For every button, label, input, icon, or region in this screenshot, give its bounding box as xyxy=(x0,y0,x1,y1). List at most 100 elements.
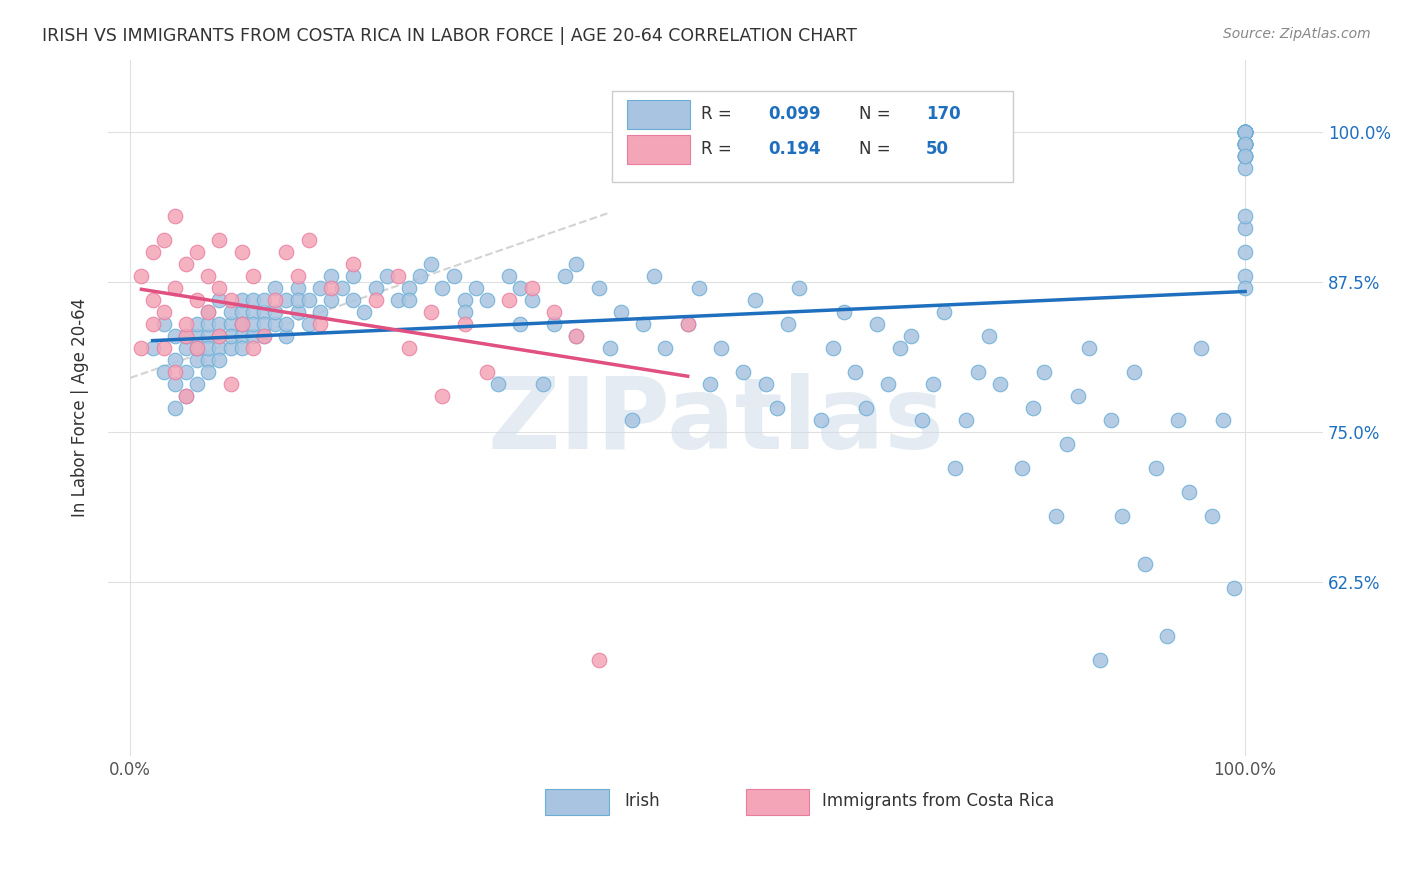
Point xyxy=(242,293,264,307)
Point xyxy=(231,305,253,319)
Point xyxy=(1234,149,1257,163)
Point xyxy=(1201,508,1223,523)
Point xyxy=(231,317,253,331)
Point xyxy=(152,365,174,379)
Point xyxy=(253,328,276,343)
Point xyxy=(1234,125,1257,139)
Point xyxy=(219,305,242,319)
Point xyxy=(152,233,174,247)
Point xyxy=(231,293,253,307)
Point xyxy=(889,341,911,355)
Point xyxy=(844,365,866,379)
Point xyxy=(375,268,398,283)
Point xyxy=(454,293,477,307)
Point xyxy=(163,209,186,223)
Y-axis label: In Labor Force | Age 20-64: In Labor Force | Age 20-64 xyxy=(72,298,89,517)
Point xyxy=(231,341,253,355)
Text: R =: R = xyxy=(702,105,737,123)
Point xyxy=(174,389,197,403)
Point xyxy=(509,317,531,331)
Point xyxy=(186,352,208,367)
Point xyxy=(163,352,186,367)
Point xyxy=(208,293,231,307)
Point xyxy=(420,257,443,271)
Point xyxy=(1234,125,1257,139)
Point xyxy=(498,268,520,283)
Point xyxy=(744,293,766,307)
Point xyxy=(219,293,242,307)
Point xyxy=(977,328,1000,343)
Point xyxy=(163,328,186,343)
Point xyxy=(330,281,353,295)
Point xyxy=(197,341,219,355)
Point xyxy=(1234,136,1257,151)
Point xyxy=(231,317,253,331)
Point xyxy=(387,293,409,307)
Point xyxy=(988,376,1011,391)
Point xyxy=(654,341,676,355)
Point xyxy=(319,268,342,283)
Point xyxy=(1033,365,1056,379)
Point xyxy=(197,352,219,367)
Point xyxy=(1223,581,1246,595)
Point xyxy=(163,281,186,295)
Point xyxy=(152,305,174,319)
Point xyxy=(208,352,231,367)
Point xyxy=(163,376,186,391)
Point xyxy=(911,413,934,427)
Point xyxy=(219,341,242,355)
Point xyxy=(142,317,165,331)
Point xyxy=(1022,401,1045,415)
Point xyxy=(1212,413,1234,427)
Point xyxy=(342,293,364,307)
Point xyxy=(1234,136,1257,151)
Point xyxy=(276,293,298,307)
Point xyxy=(486,376,509,391)
Point xyxy=(1234,125,1257,139)
Point xyxy=(766,401,789,415)
Point xyxy=(821,341,844,355)
Point xyxy=(688,281,710,295)
Point xyxy=(454,305,477,319)
Point xyxy=(520,281,543,295)
Point xyxy=(620,413,643,427)
FancyBboxPatch shape xyxy=(627,135,690,164)
Point xyxy=(699,376,721,391)
Point xyxy=(787,281,810,295)
Point xyxy=(1234,149,1257,163)
Text: N =: N = xyxy=(859,140,896,158)
Point xyxy=(174,317,197,331)
Point xyxy=(588,653,610,667)
Text: 0.194: 0.194 xyxy=(768,140,821,158)
Point xyxy=(1056,437,1078,451)
Point xyxy=(174,328,197,343)
Point xyxy=(464,281,486,295)
Point xyxy=(1234,125,1257,139)
Point xyxy=(276,328,298,343)
Point xyxy=(287,281,309,295)
Point xyxy=(197,328,219,343)
Point xyxy=(174,341,197,355)
Point xyxy=(398,281,420,295)
Point xyxy=(877,376,900,391)
Point xyxy=(308,305,330,319)
Text: R =: R = xyxy=(702,140,737,158)
Point xyxy=(509,281,531,295)
Point xyxy=(208,317,231,331)
Point xyxy=(364,293,387,307)
Point xyxy=(253,293,276,307)
Point xyxy=(174,328,197,343)
Point xyxy=(197,305,219,319)
Point xyxy=(197,305,219,319)
FancyBboxPatch shape xyxy=(546,789,609,815)
Point xyxy=(174,389,197,403)
Point xyxy=(475,365,498,379)
Text: Immigrants from Costa Rica: Immigrants from Costa Rica xyxy=(823,792,1054,811)
Point xyxy=(531,376,554,391)
Point xyxy=(186,341,208,355)
Point xyxy=(1234,209,1257,223)
Point xyxy=(197,365,219,379)
Point xyxy=(353,305,375,319)
Point xyxy=(810,413,832,427)
Point xyxy=(319,293,342,307)
